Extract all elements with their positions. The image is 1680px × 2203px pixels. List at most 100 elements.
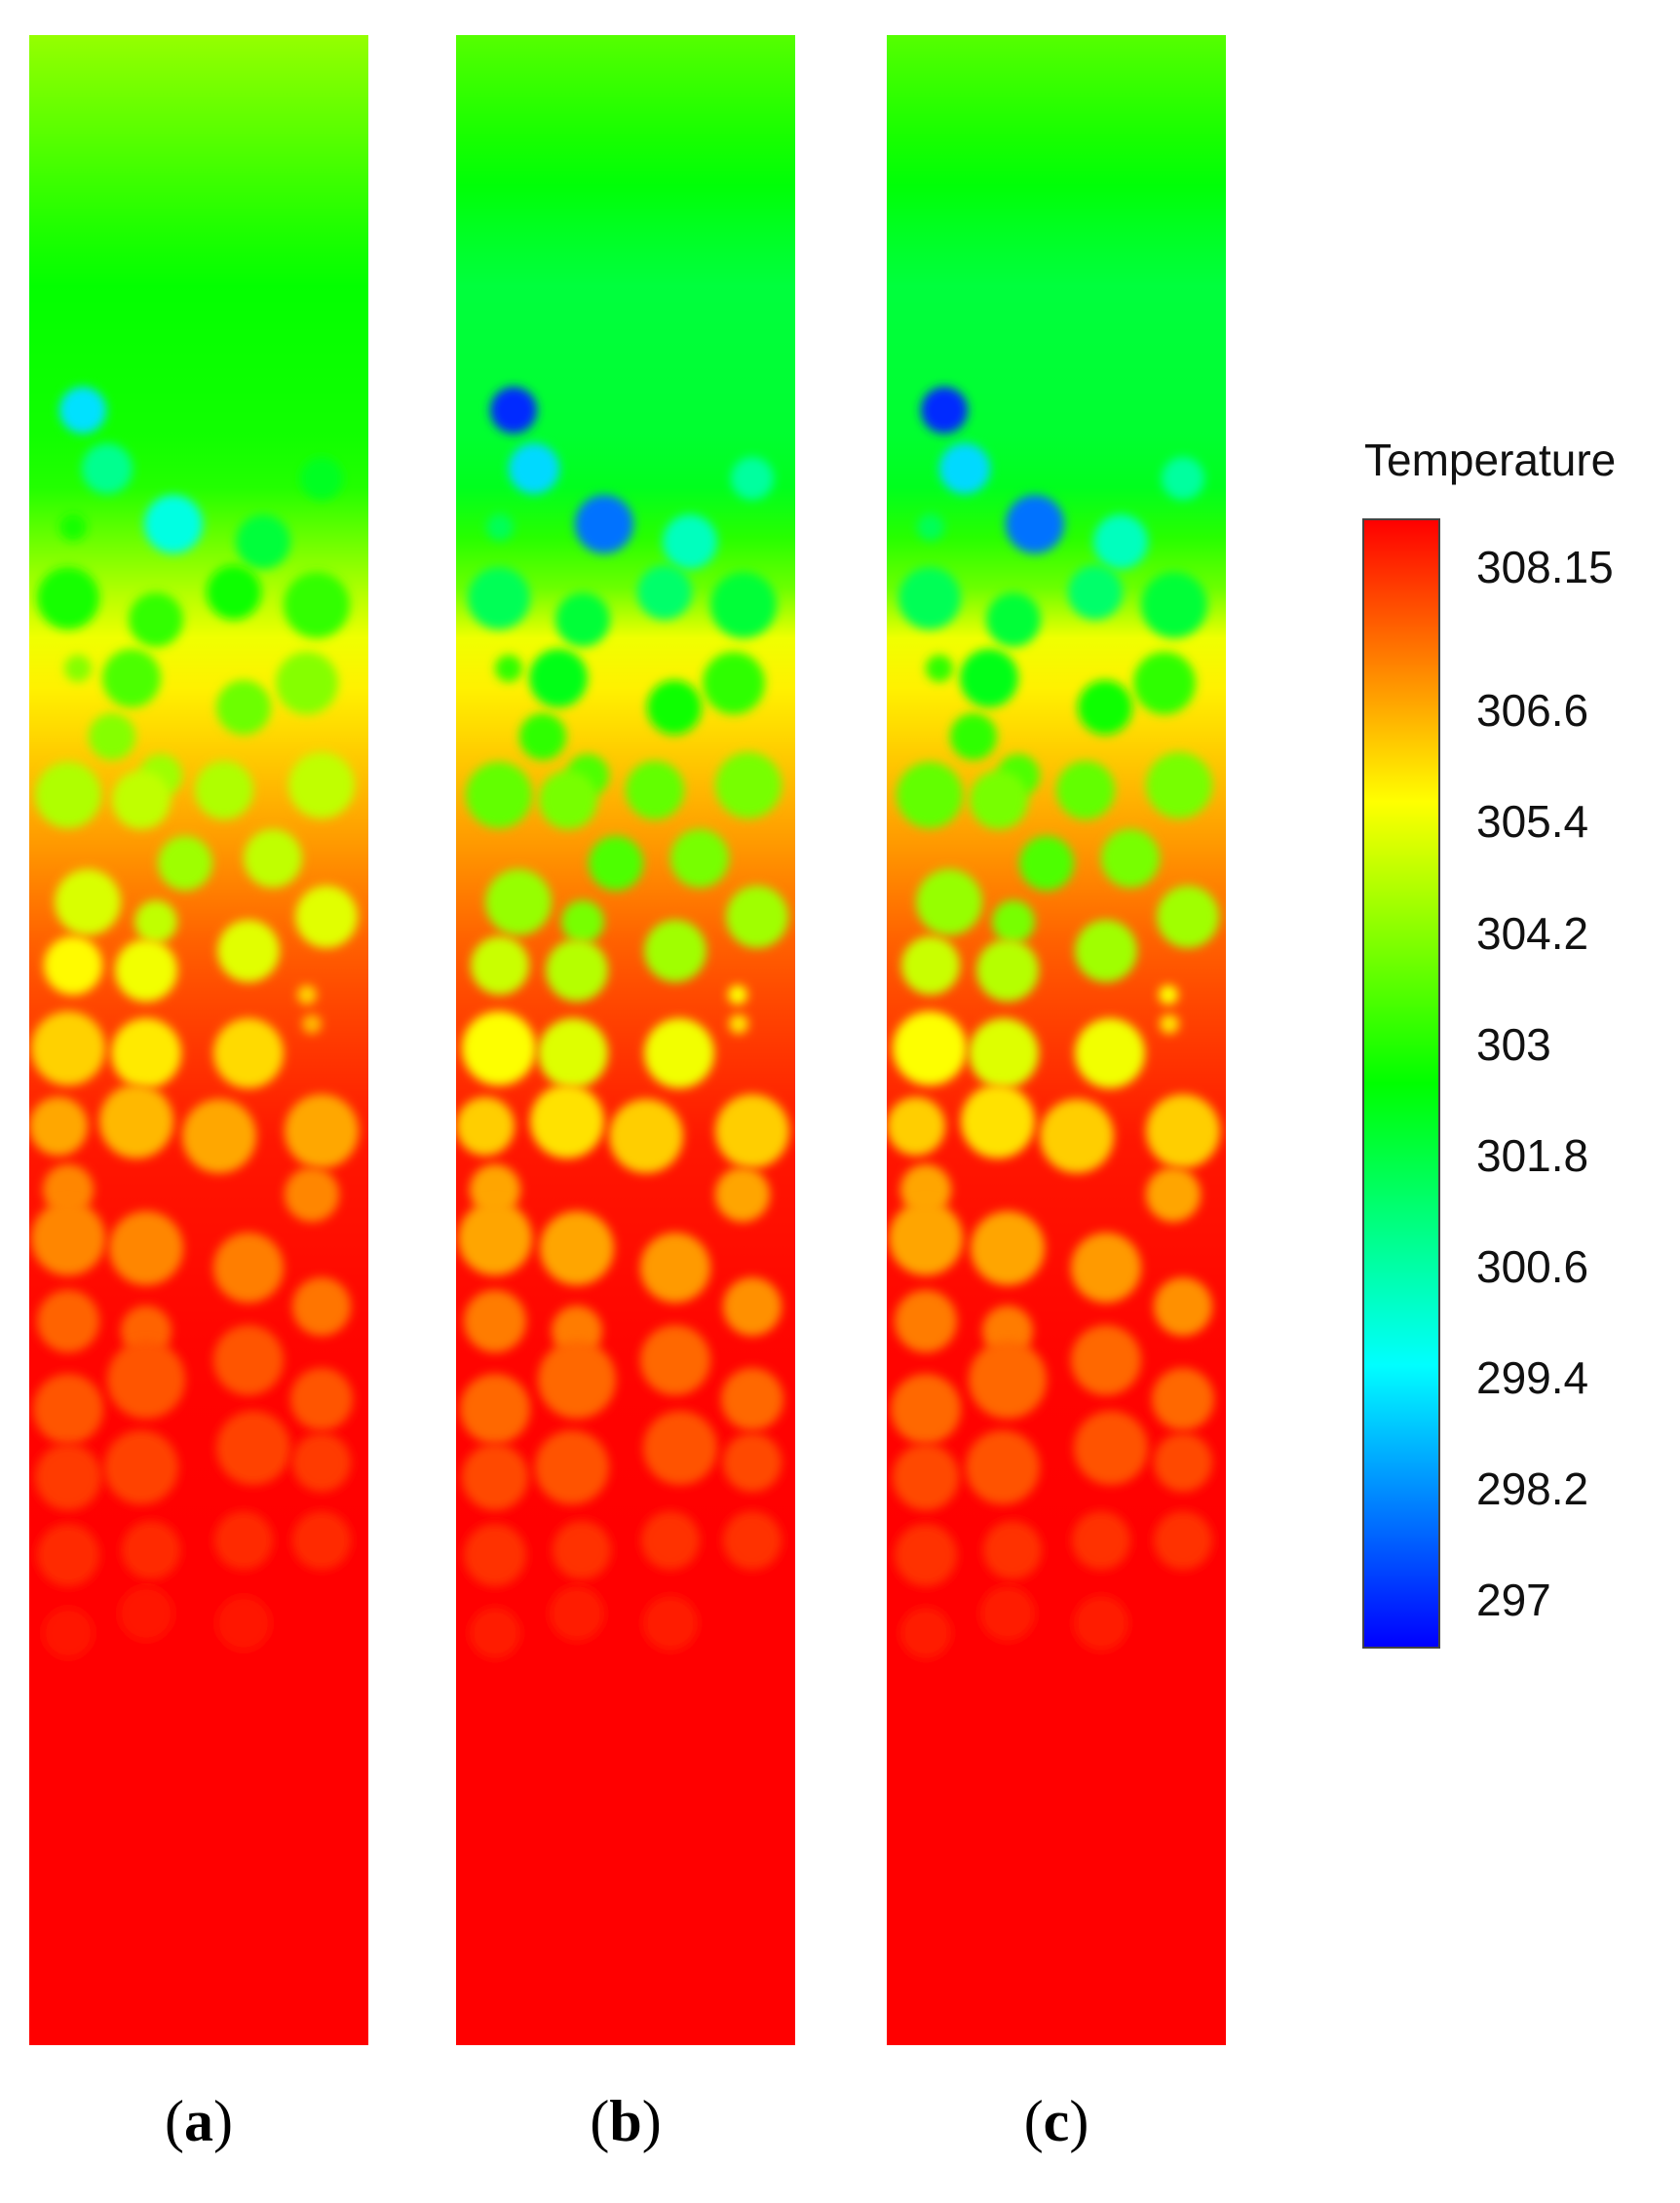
bubble	[236, 514, 290, 569]
bubble	[213, 1325, 284, 1395]
bubble	[458, 1201, 532, 1275]
bubble	[82, 443, 133, 494]
bubble	[485, 869, 552, 935]
bubble	[723, 1511, 782, 1570]
temperature-field-b	[456, 35, 795, 2045]
bubble	[626, 761, 684, 819]
bubble	[1075, 920, 1137, 982]
bubble	[643, 1596, 698, 1651]
colorbar-tick-label: 308.15	[1476, 542, 1614, 592]
bubble	[217, 920, 280, 982]
bubble	[530, 1084, 604, 1158]
bubble	[122, 1521, 180, 1579]
bubble	[553, 1521, 611, 1579]
bubble	[893, 1444, 959, 1510]
bubble	[37, 567, 99, 629]
bubble	[109, 1211, 183, 1285]
bubble	[292, 1511, 351, 1570]
bubble	[1154, 1433, 1212, 1492]
bubble	[921, 387, 968, 434]
bubble	[509, 443, 559, 494]
bubble	[276, 652, 338, 714]
bubble	[1093, 514, 1148, 569]
bubble	[535, 1430, 609, 1504]
bubble	[1141, 572, 1207, 638]
bubble	[960, 649, 1018, 707]
bubble	[285, 1094, 359, 1168]
bubble	[1056, 761, 1115, 819]
bubble	[726, 886, 788, 948]
bubble	[529, 649, 588, 707]
bubble	[292, 1433, 351, 1492]
temperature-field-a	[29, 35, 368, 2045]
bubble	[670, 829, 729, 888]
bubble	[983, 1521, 1042, 1579]
bubble	[891, 1374, 961, 1444]
bubble	[897, 762, 963, 828]
bubble	[244, 829, 302, 888]
bubble	[64, 655, 92, 682]
bubble	[637, 565, 692, 620]
bubble	[216, 680, 271, 735]
bubble	[971, 1211, 1045, 1285]
bubble	[939, 443, 990, 494]
bubble	[715, 752, 782, 818]
bubble	[107, 1341, 185, 1419]
bubble	[538, 1018, 608, 1088]
bubble	[589, 836, 643, 891]
bubble	[35, 762, 101, 828]
temperature-panel-b	[456, 35, 795, 2045]
bubble	[1071, 1325, 1141, 1395]
bubble	[1133, 652, 1196, 714]
bubble	[644, 920, 706, 982]
bubble	[895, 1290, 957, 1352]
bubble	[216, 1411, 290, 1485]
bubble	[31, 1201, 105, 1275]
bubble	[916, 869, 982, 935]
bubble	[119, 1586, 173, 1641]
bubble	[99, 1084, 173, 1158]
bubble	[969, 1018, 1039, 1088]
bubble	[37, 1524, 99, 1586]
bubble	[292, 1277, 351, 1336]
colorbar-tick-label: 306.6	[1476, 685, 1589, 737]
bubble	[721, 1368, 783, 1430]
bubble	[213, 1233, 284, 1303]
bubble	[111, 1018, 181, 1088]
bubble	[715, 1094, 789, 1168]
bubble	[1074, 1411, 1148, 1485]
colorbar-tick-label: 301.8	[1476, 1129, 1589, 1181]
bubble	[462, 1444, 528, 1510]
bubble	[640, 1325, 710, 1395]
bubble	[129, 592, 183, 647]
bubble	[1146, 752, 1212, 818]
bubble	[158, 836, 212, 891]
bubble	[31, 1011, 105, 1085]
bubble	[285, 1167, 339, 1222]
bubble	[900, 1164, 951, 1215]
bubble	[464, 1524, 526, 1586]
bubble	[1078, 680, 1132, 735]
bubble	[102, 649, 161, 707]
bubble	[466, 762, 532, 828]
bubble	[195, 761, 253, 819]
bubble	[29, 1097, 88, 1156]
bubble	[647, 680, 702, 735]
temperature-panel-a	[29, 35, 368, 2045]
bubble	[55, 869, 121, 935]
bubble	[895, 1524, 957, 1586]
bubble	[1160, 1014, 1179, 1034]
temperature-field-c	[887, 35, 1226, 2045]
bubble	[901, 936, 960, 995]
bubble	[104, 1430, 178, 1504]
bubble	[898, 567, 961, 629]
bubble	[464, 1290, 526, 1352]
colorbar-tick-label: 305.4	[1476, 796, 1589, 848]
colorbar-title: Temperature	[1364, 435, 1617, 485]
bubble	[1019, 836, 1074, 891]
bubble	[89, 713, 135, 760]
bubble	[290, 1368, 353, 1430]
bubble	[35, 1444, 101, 1510]
temperature-panel-c	[887, 35, 1226, 2045]
